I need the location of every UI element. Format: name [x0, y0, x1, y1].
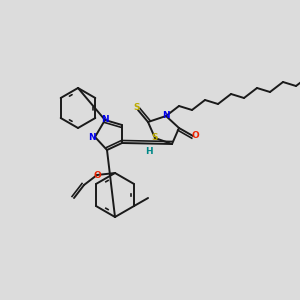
Text: N: N — [88, 133, 96, 142]
Text: N: N — [101, 116, 109, 124]
Text: S: S — [152, 133, 158, 142]
Text: O: O — [93, 170, 101, 179]
Text: N: N — [162, 110, 170, 119]
Text: O: O — [191, 131, 199, 140]
Text: H: H — [145, 147, 153, 156]
Text: S: S — [134, 103, 140, 112]
